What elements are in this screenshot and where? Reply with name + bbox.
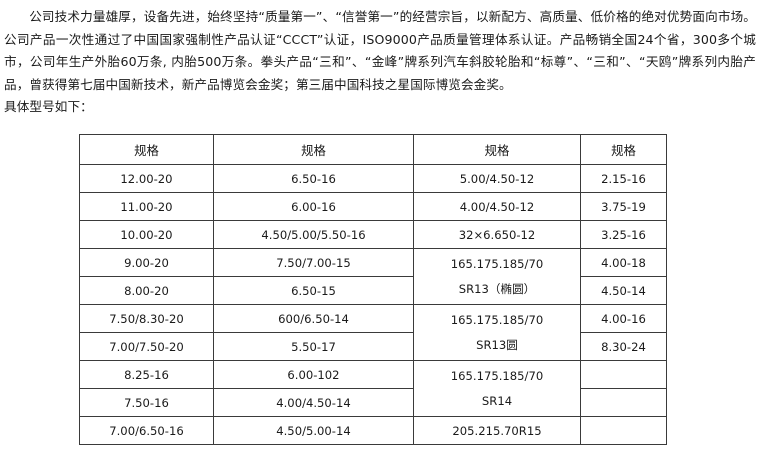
cell-spec-col2: 6.00-102 — [213, 360, 414, 389]
table-row: 7.00/6.50-16 4.50/5.00-14 205.215.70R15 — [79, 416, 667, 445]
paragraph-company-intro: 公司技术力量雄厚，设备先进，始终坚持“质量第一”、“信誉第一”的经营宗旨，以新配… — [4, 9, 756, 92]
cell-spec-col1: 10.00-20 — [79, 220, 214, 249]
cell-spec-col3-line2: SR13（椭圆） — [458, 281, 536, 296]
cell-spec-col2: 600/6.50-14 — [213, 304, 414, 333]
table-row: 7.50-16 4.00/4.50-14 — [79, 388, 667, 417]
spec-table-body: 12.00-20 6.50-16 5.00/4.50-12 2.15-16 11.00-… — [79, 164, 667, 445]
cell-spec-col3: 165.175.185/70 SR13圆 — [413, 304, 581, 361]
cell-spec-col2: 7.50/7.00-15 — [213, 248, 414, 277]
cell-spec-col3: 4.00/4.50-12 — [413, 192, 581, 221]
cell-spec-col1: 7.00/6.50-16 — [79, 416, 214, 445]
table-row: 11.00-20 6.00-16 4.00/4.50-12 3.75-19 — [79, 192, 667, 221]
cell-spec-col4: 2.15-16 — [580, 164, 667, 193]
table-row: 7.00/7.50-20 5.50-17 8.30-24 — [79, 332, 667, 361]
cell-spec-col4: 8.30-24 — [580, 332, 667, 361]
cell-spec-col2: 4.50/5.00/5.50-16 — [213, 220, 414, 249]
cell-spec-col2: 4.50/5.00-14 — [213, 416, 414, 445]
cell-spec-col4 — [580, 416, 667, 445]
spec-table-container: 规格 规格 规格 规格 12.00-20 6.50-16 5.00/4.50-12 2… — [79, 134, 667, 445]
table-header-row: 规格 规格 规格 规格 — [79, 134, 667, 165]
cell-spec-col1: 8.00-20 — [79, 276, 214, 305]
column-header-2: 规格 — [213, 134, 414, 165]
cell-spec-col3-line1: 165.175.185/70 — [450, 256, 544, 271]
cell-spec-col4: 3.75-19 — [580, 192, 667, 221]
cell-spec-col3: 165.175.185/70 SR14 — [413, 360, 581, 417]
intro-prose: 公司技术力量雄厚，设备先进，始终坚持“质量第一”、“信誉第一”的经营宗旨，以新配… — [0, 0, 760, 119]
table-row: 12.00-20 6.50-16 5.00/4.50-12 2.15-16 — [79, 164, 667, 193]
cell-spec-col2: 5.50-17 — [213, 332, 414, 361]
table-row: 8.00-20 6.50-15 4.50-14 — [79, 276, 667, 305]
spec-table-head: 规格 规格 规格 规格 — [79, 134, 667, 165]
cell-spec-col3-line1: 165.175.185/70 — [450, 368, 544, 383]
cell-spec-col1: 8.25-16 — [79, 360, 214, 389]
cell-spec-col3-line1: 165.175.185/70 — [450, 312, 544, 327]
cell-spec-col4 — [580, 360, 667, 389]
paragraph-model-list-label: 具体型号如下： — [4, 99, 93, 115]
cell-spec-col3: 205.215.70R15 — [413, 416, 581, 445]
table-row: 7.50/8.30-20 600/6.50-14 165.175.185/70 SR1… — [79, 304, 667, 361]
cell-spec-col4: 4.50-14 — [580, 276, 667, 305]
cell-spec-col2: 6.50-16 — [213, 164, 414, 193]
column-header-3: 规格 — [413, 134, 581, 165]
cell-spec-col3: 32×6.650-12 — [413, 220, 581, 249]
cell-spec-col4: 3.25-16 — [580, 220, 667, 249]
cell-spec-col2: 6.00-16 — [213, 192, 414, 221]
cell-spec-col1: 7.50-16 — [79, 388, 214, 417]
cell-spec-col3: 165.175.185/70 SR13（椭圆） — [413, 248, 581, 305]
cell-spec-col4 — [580, 388, 667, 417]
table-row: 9.00-20 7.50/7.00-15 165.175.185/70 SR13（椭圆… — [79, 248, 667, 305]
cell-spec-col1: 7.00/7.50-20 — [79, 332, 214, 361]
cell-spec-col3: 5.00/4.50-12 — [413, 164, 581, 193]
cell-spec-col4: 4.00-18 — [580, 248, 667, 277]
column-header-4: 规格 — [580, 134, 667, 165]
column-header-1: 规格 — [79, 134, 214, 165]
cell-spec-col1: 12.00-20 — [79, 164, 214, 193]
cell-spec-col1: 9.00-20 — [79, 248, 214, 277]
cell-spec-col2: 4.00/4.50-14 — [213, 388, 414, 417]
cell-spec-col3-line2: SR13圆 — [476, 337, 518, 352]
cell-spec-col4: 4.00-16 — [580, 304, 667, 333]
cell-spec-col1: 7.50/8.30-20 — [79, 304, 214, 333]
cell-spec-col3-line2: SR14 — [481, 393, 513, 408]
cell-spec-col1: 11.00-20 — [79, 192, 214, 221]
table-row: 8.25-16 6.00-102 165.175.185/70 SR14 — [79, 360, 667, 417]
table-row: 10.00-20 4.50/5.00/5.50-16 32×6.650-12 3.25… — [79, 220, 667, 249]
spec-table: 规格 规格 规格 规格 12.00-20 6.50-16 5.00/4.50-12 2… — [79, 134, 667, 445]
cell-spec-col2: 6.50-15 — [213, 276, 414, 305]
